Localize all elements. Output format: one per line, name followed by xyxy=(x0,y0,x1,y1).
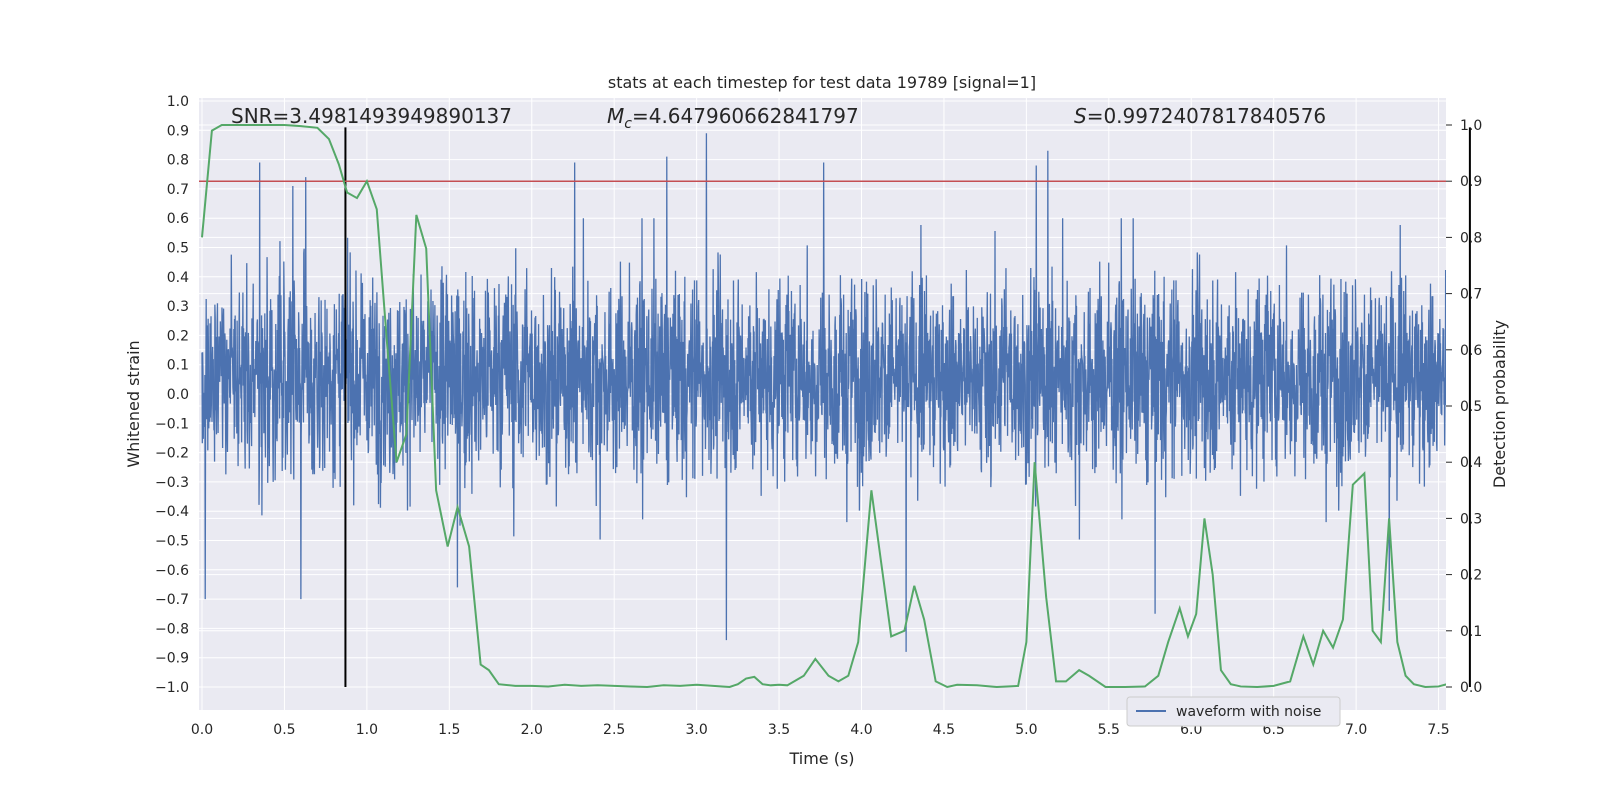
y-tick-label: −0.7 xyxy=(155,592,189,608)
y-tick-label: −0.8 xyxy=(155,621,189,637)
y2-tick-label: 0.2 xyxy=(1460,568,1482,584)
y-tick-label: −0.4 xyxy=(155,504,189,520)
x-tick-label: 7.0 xyxy=(1345,722,1367,738)
x-tick-label: 0.0 xyxy=(191,722,213,738)
probability-series xyxy=(201,124,1446,689)
y-tick-label: −0.3 xyxy=(155,475,189,491)
legend-label: waveform with noise xyxy=(1176,704,1321,720)
y-tick-label: −0.5 xyxy=(155,534,189,550)
y2-tick-label: 0.6 xyxy=(1460,343,1482,359)
y-tick-labels: 1.0 0.9 0.8 0.7 0.6 0.5 0.4 0.3 0.2 0.1 0.0 −0.1 −0.… xyxy=(155,94,189,696)
x-axis-label: Time (s) xyxy=(788,749,854,768)
y-tick-label: 0.5 xyxy=(167,241,189,257)
x-tick-label: 3.0 xyxy=(685,722,707,738)
y-tick-label: 1.0 xyxy=(167,94,189,110)
chirp-mass-symbol: M xyxy=(607,104,624,128)
x-tick-label: 0.5 xyxy=(273,722,295,738)
y2-tick-label: 0.9 xyxy=(1460,174,1482,190)
y2-axis-label: Detection probability xyxy=(1490,320,1509,488)
x-tick-label: 1.0 xyxy=(356,722,378,738)
y-tick-label: 0.7 xyxy=(167,182,189,198)
waveform-series xyxy=(201,133,1446,652)
waveform-line xyxy=(201,133,1446,652)
y-tick-label: 0.1 xyxy=(167,358,189,374)
x-tick-label: 4.5 xyxy=(933,722,955,738)
spin-annotation: S=0.9972407817840576 xyxy=(1074,104,1326,128)
chirp-mass-value: =4.647960662841797 xyxy=(632,104,859,128)
spin-symbol: S xyxy=(1074,104,1087,128)
chart-title: stats at each timestep for test data 197… xyxy=(608,73,1036,92)
y-tick-label: −0.1 xyxy=(155,416,189,432)
spin-value: =0.9972407817840576 xyxy=(1087,104,1326,128)
y2-tick-label: 0.1 xyxy=(1460,624,1482,640)
y-tick-label: −1.0 xyxy=(155,680,189,696)
x-tick-label: 2.0 xyxy=(521,722,543,738)
vertical-markers xyxy=(344,127,1471,687)
y-tick-label: 0.3 xyxy=(167,299,189,315)
legend-box xyxy=(1126,696,1341,727)
y-tick-label: 0.6 xyxy=(167,211,189,227)
y-tick-label: −0.2 xyxy=(155,446,189,462)
y2-tick-label: 1.0 xyxy=(1460,118,1482,134)
y-tick-label: 0.2 xyxy=(167,328,189,344)
y2-tick-label: 0.4 xyxy=(1460,455,1482,471)
y2-tick-labels: 1.0 0.9 0.8 0.7 0.6 0.5 0.4 0.3 0.2 0.1 0.0 xyxy=(1446,118,1482,696)
x-tick-label: 1.5 xyxy=(438,722,460,738)
y-tick-label: −0.9 xyxy=(155,651,189,667)
y2-tick-label: 0.0 xyxy=(1460,680,1482,696)
y2-tick-label: 0.5 xyxy=(1460,399,1482,415)
y-tick-label: 0.0 xyxy=(167,387,189,403)
x-tick-label: 5.5 xyxy=(1098,722,1120,738)
legend: waveform with noise xyxy=(1126,696,1341,727)
y2-tick-label: 0.3 xyxy=(1460,511,1482,527)
chirp-mass-subscript: c xyxy=(624,116,632,132)
snr-annotation: SNR=3.4981493949890137 xyxy=(231,104,512,128)
x-tick-label: 5.0 xyxy=(1015,722,1037,738)
y-axis-label: Whitened strain xyxy=(124,340,143,467)
y-tick-label: 0.9 xyxy=(167,123,189,139)
y-tick-label: 0.4 xyxy=(167,270,189,286)
y-tick-label: −0.6 xyxy=(155,563,189,579)
x-tick-label: 3.5 xyxy=(768,722,790,738)
y2-tick-label: 0.7 xyxy=(1460,287,1482,303)
y2-tick-label: 0.8 xyxy=(1460,230,1482,246)
chirp-mass-annotation: Mc=4.647960662841797 xyxy=(607,104,859,132)
x-tick-label: 7.5 xyxy=(1427,722,1449,738)
probability-line xyxy=(201,124,1446,689)
x-tick-label: 2.5 xyxy=(603,722,625,738)
x-tick-label: 4.0 xyxy=(850,722,872,738)
y-tick-label: 0.8 xyxy=(167,153,189,169)
